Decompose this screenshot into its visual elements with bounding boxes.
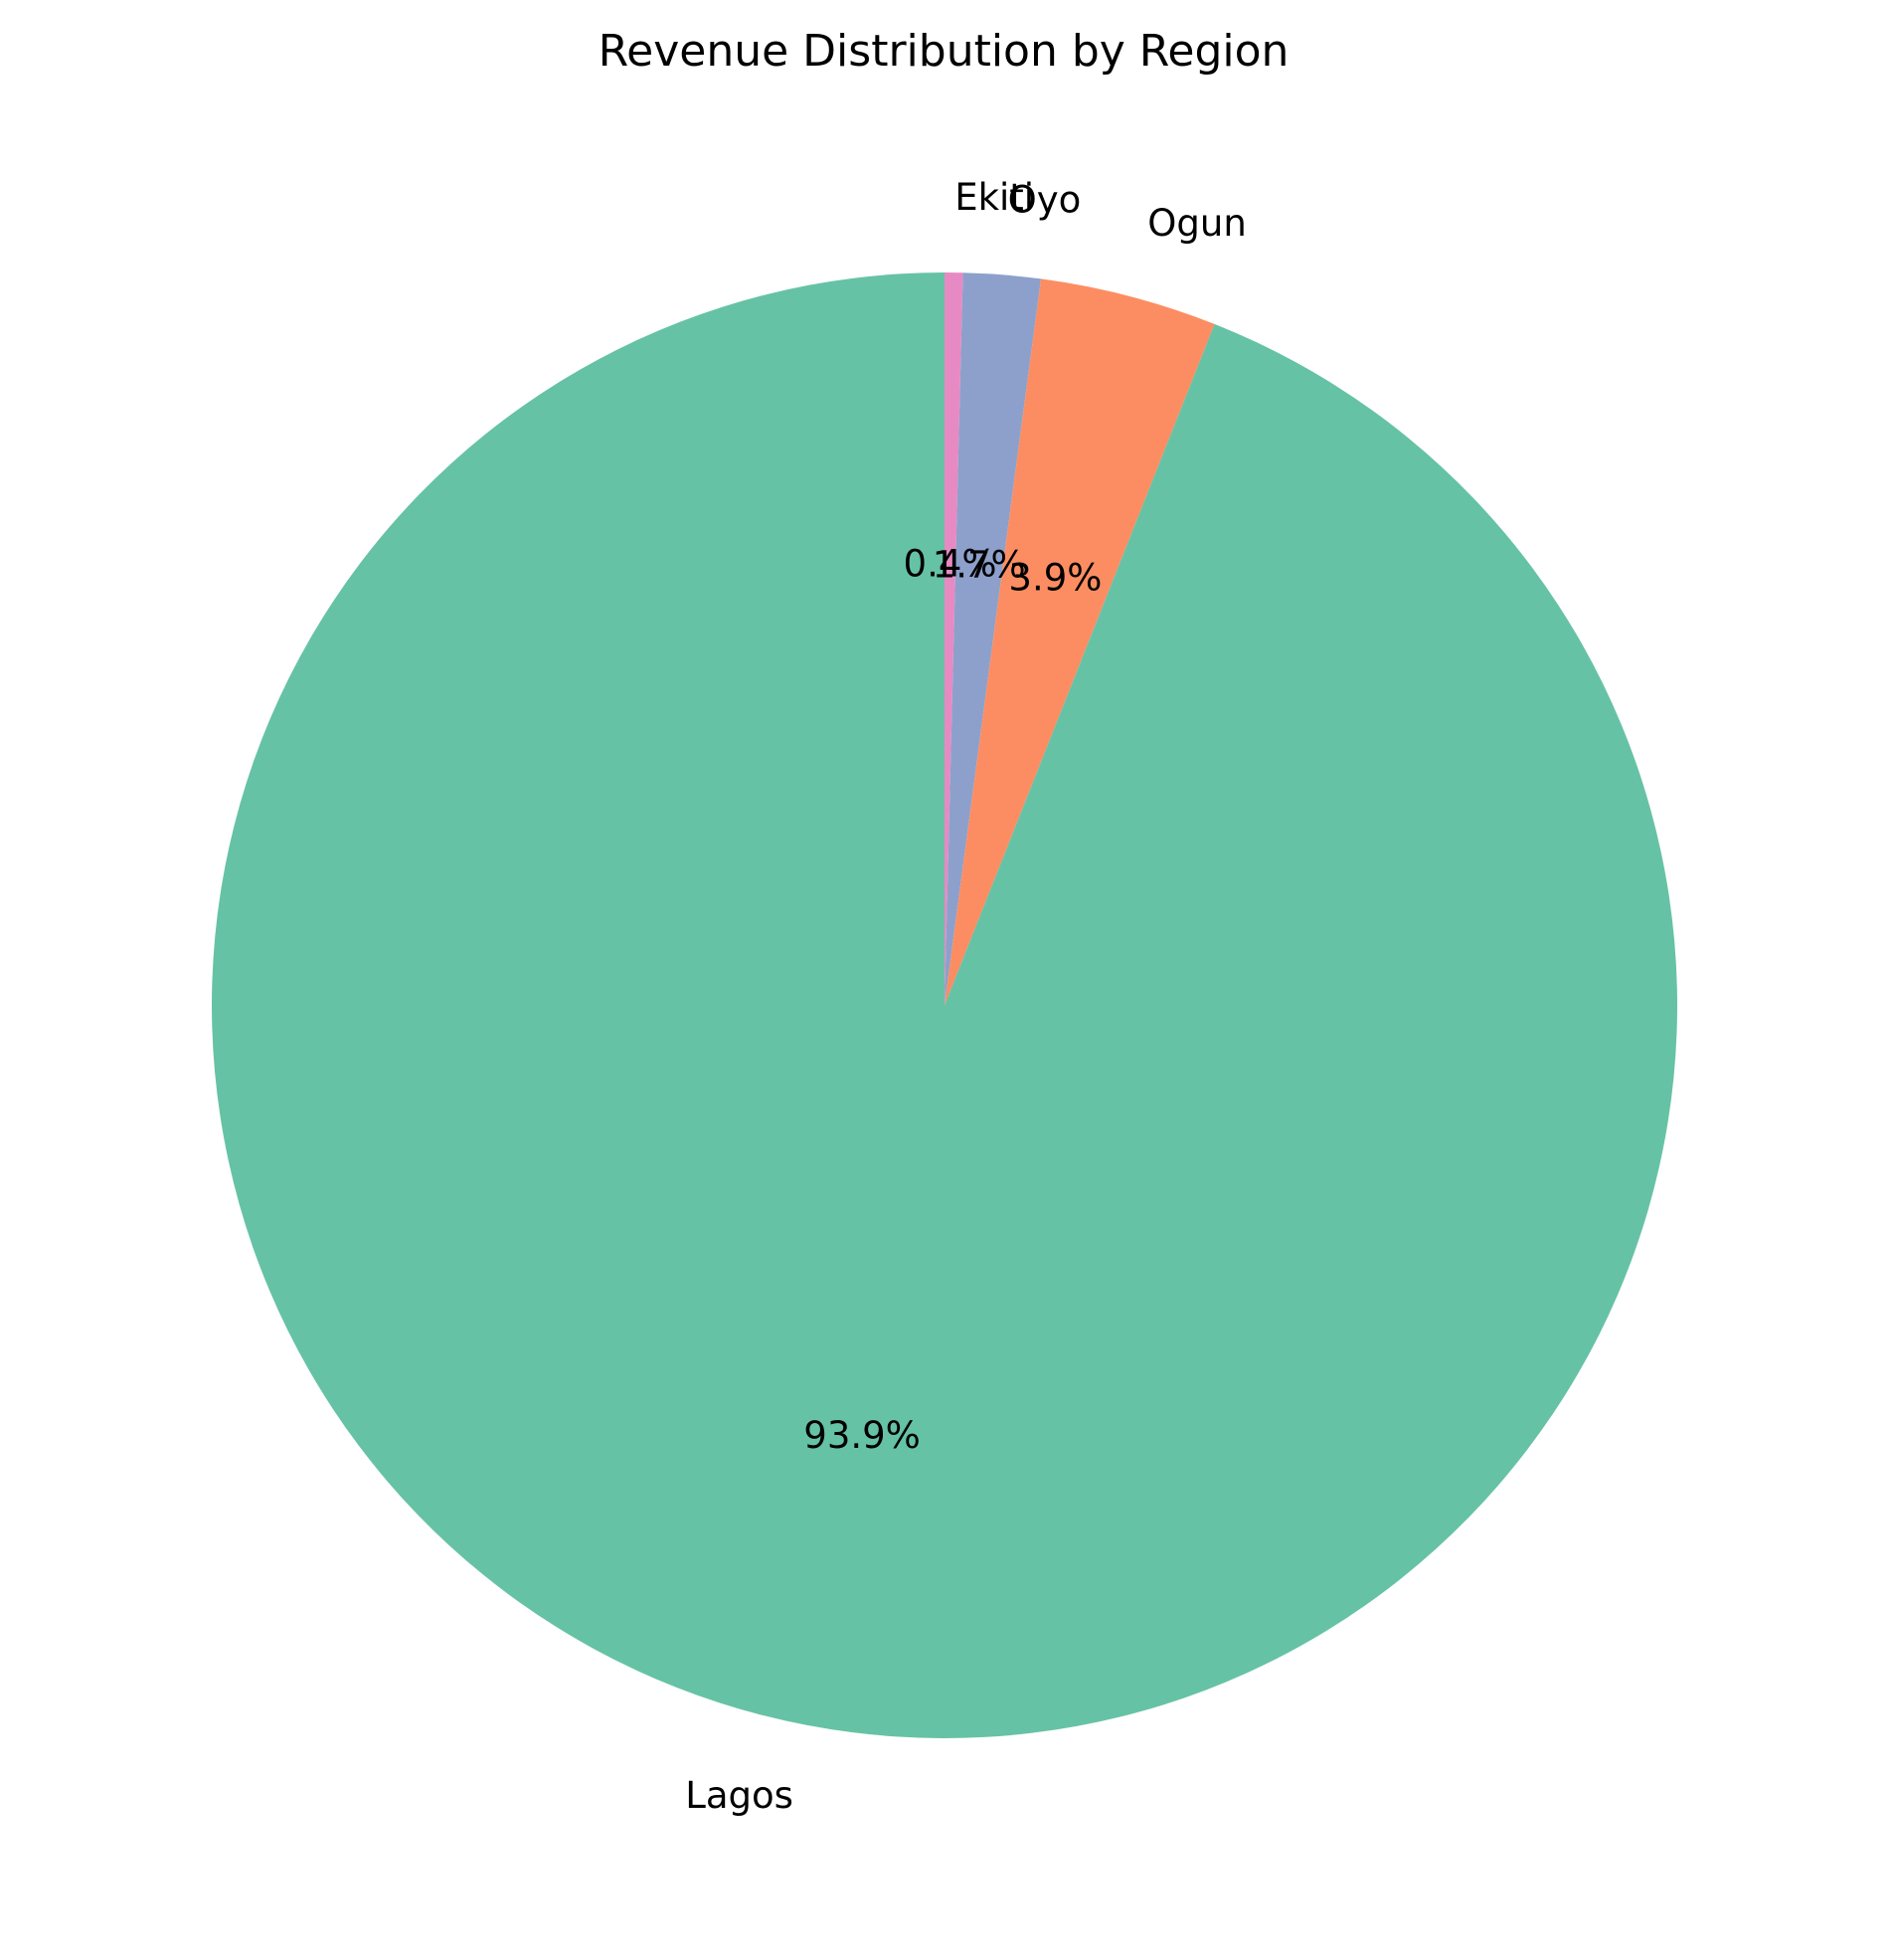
pie-slice-oyo — [945, 272, 1042, 1005]
chart-title: Revenue Distribution by Region — [599, 26, 1290, 77]
pie-slice-lagos — [212, 272, 1678, 1738]
percent-label-lagos: 93.9% — [803, 1414, 921, 1457]
pie-percent-labels: 0.4%1.7%3.9% 93.9% — [803, 542, 1102, 1457]
slice-label-oyo: Oyo — [1008, 178, 1082, 221]
pie-slice-ekiti — [945, 272, 963, 1005]
slice-label-ekiti: Ekiti — [954, 176, 1034, 219]
slice-label-ogun: Ogun — [1147, 202, 1247, 245]
pie-slice-ogun — [945, 278, 1215, 1006]
percent-label-ekiti: 0.4% — [904, 542, 997, 585]
percent-label-ogun: 3.9% — [1008, 557, 1102, 600]
percent-label-oyo: 1.7% — [933, 544, 1026, 587]
pie-slices — [212, 272, 1678, 1738]
slice-label-lagos: Lagos — [685, 1774, 793, 1817]
